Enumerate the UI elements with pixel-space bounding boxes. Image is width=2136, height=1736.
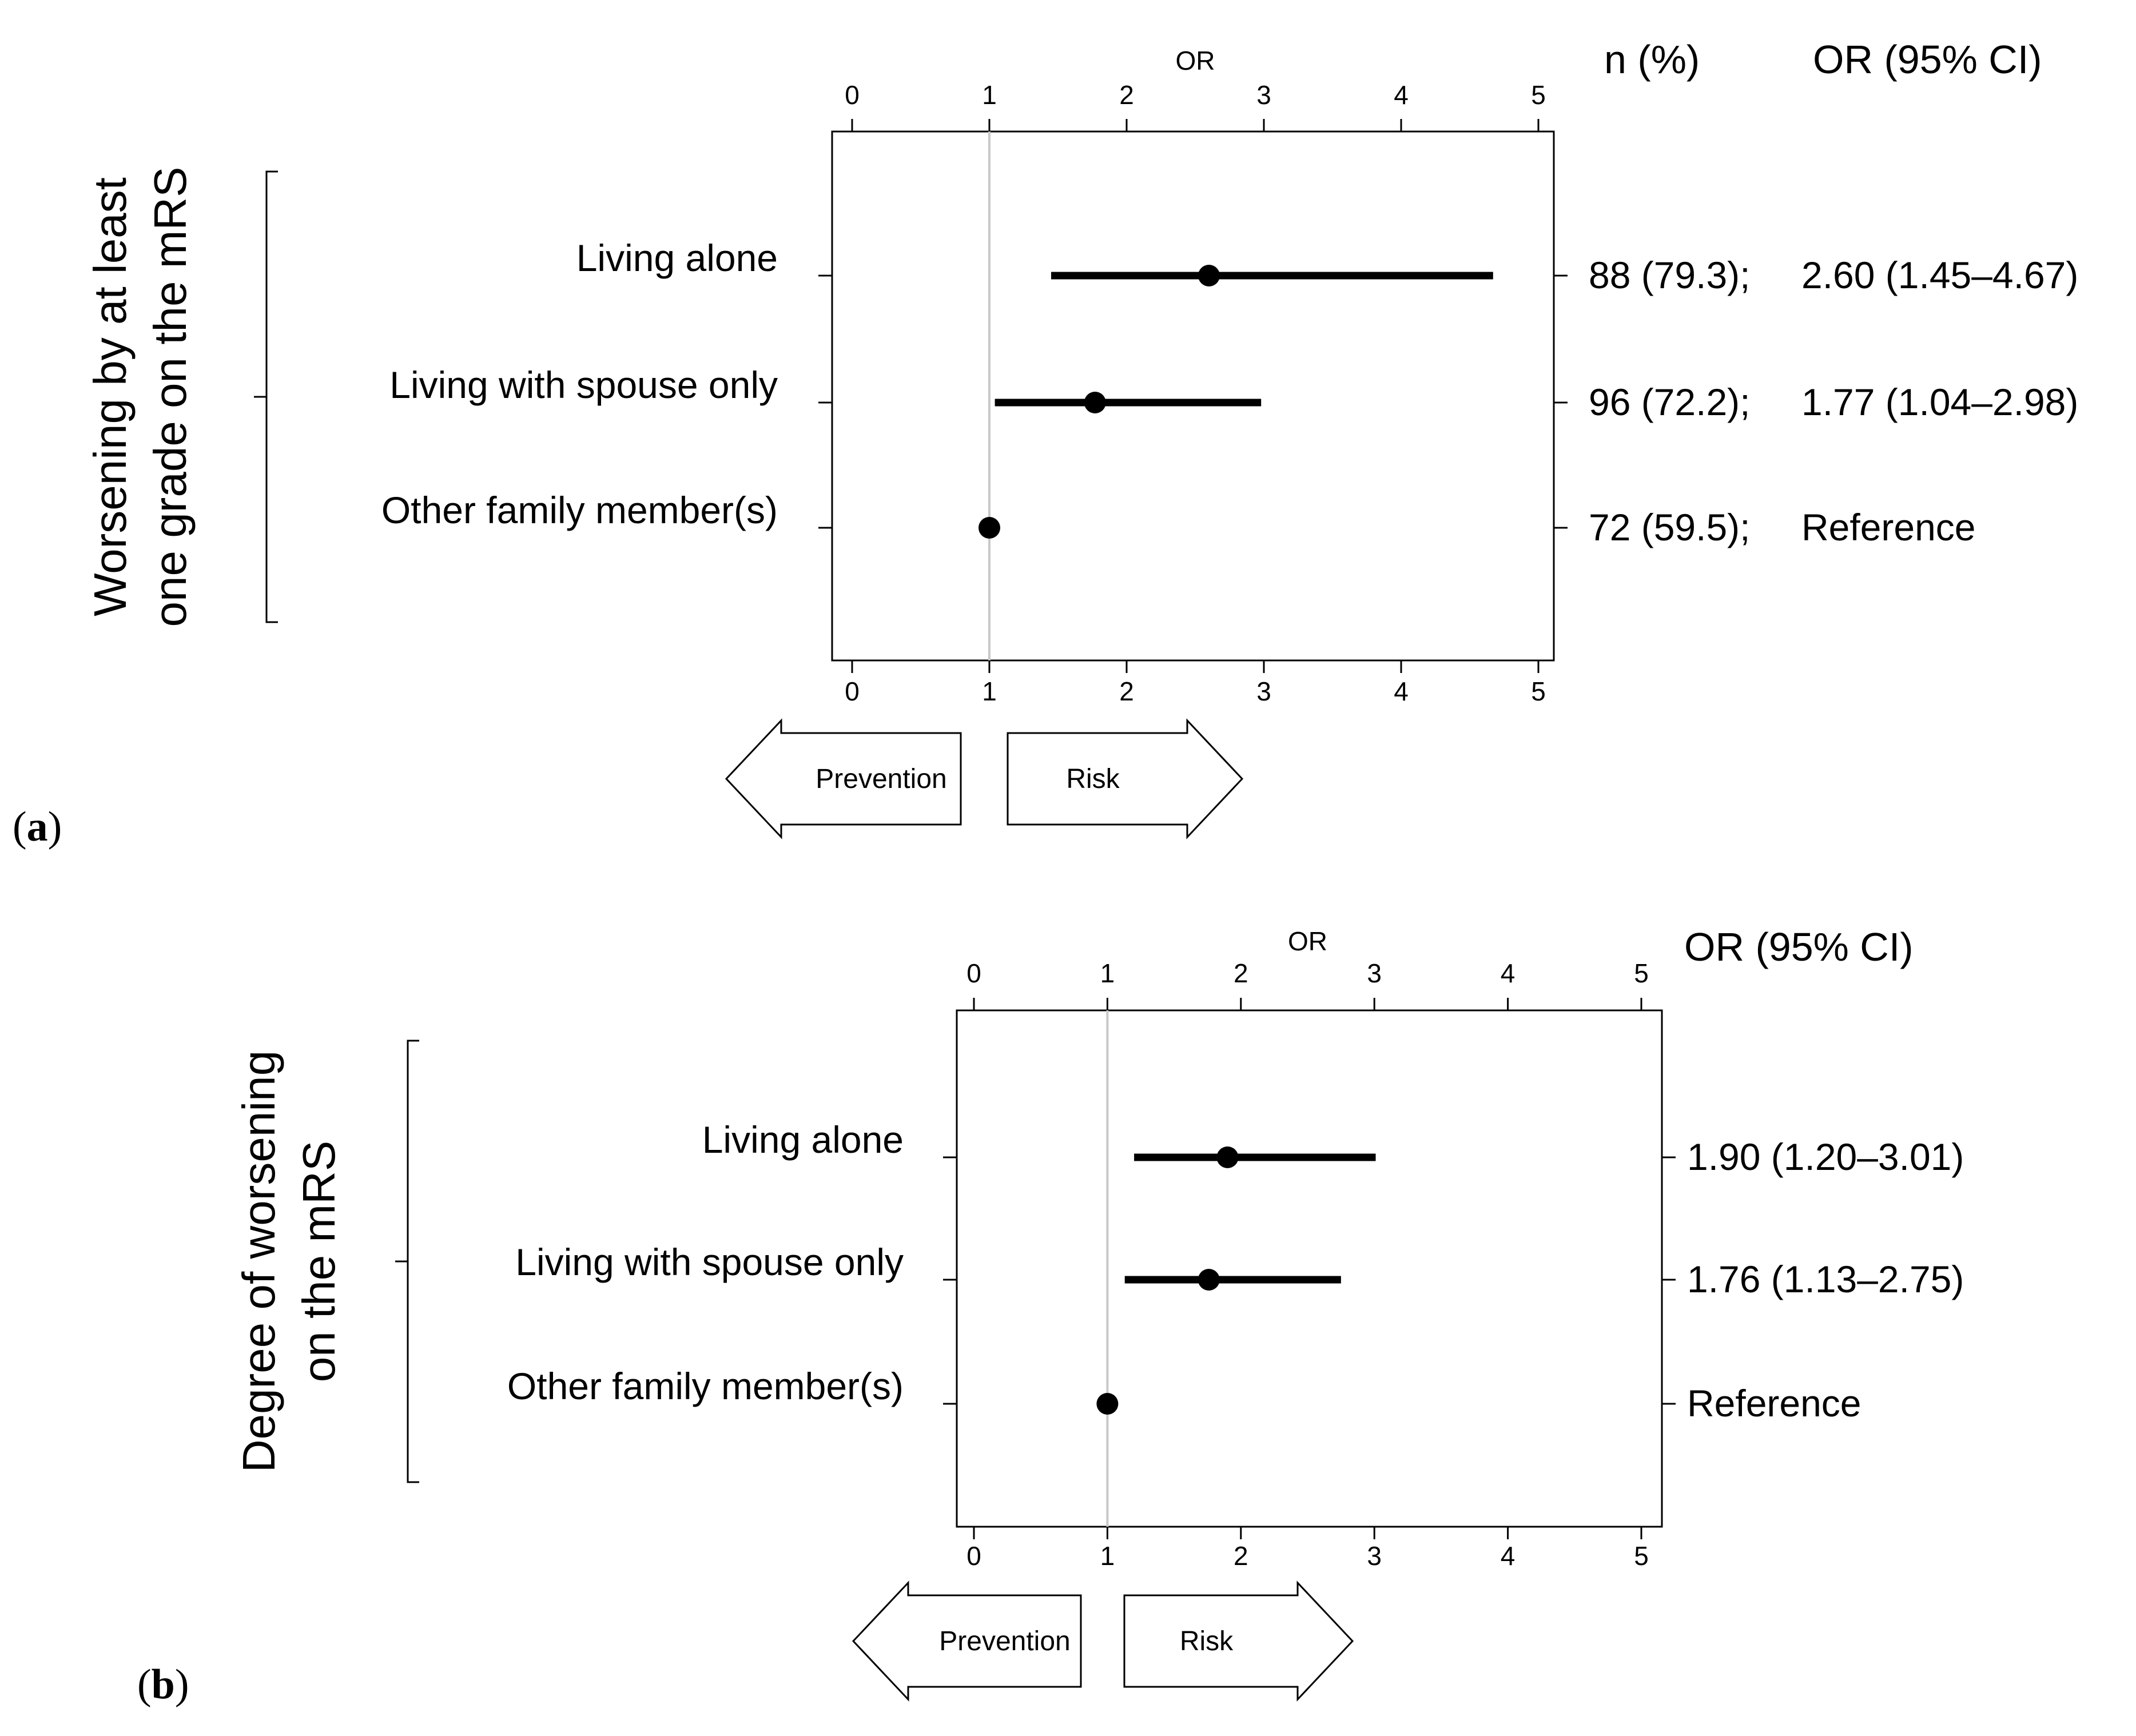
prevention-label: Prevention [816, 764, 946, 794]
or-ci-value: Reference [1687, 1382, 1861, 1424]
top-tick-label: 0 [845, 80, 860, 110]
row-label: Living alone [576, 237, 778, 279]
bottom-tick-label: 4 [1501, 1541, 1516, 1571]
top-tick-label: 5 [1531, 80, 1546, 110]
bottom-tick-label: 3 [1367, 1541, 1382, 1571]
or-ci-value: 1.90 (1.20–3.01) [1687, 1136, 1964, 1178]
or-ci-value: 1.76 (1.13–2.75) [1687, 1258, 1964, 1300]
top-tick-label: 0 [966, 958, 981, 988]
plot-frame [831, 130, 1555, 662]
bottom-tick-label: 3 [1256, 676, 1271, 706]
axis-title: OR [1176, 46, 1215, 75]
or-point [1198, 1269, 1220, 1291]
row-label: Other family member(s) [507, 1365, 904, 1407]
forest-panel-b: 0 0 1 1 2 2 3 3 4 4 5 5 OR Living alone 1.90 (1.20–3.0… [137, 925, 1964, 1708]
group-label: on the mRS [293, 1141, 344, 1382]
bottom-tick-label: 5 [1531, 676, 1546, 706]
prevention-label: Prevention [939, 1626, 1070, 1657]
forest-row: Living alone 1.90 (1.20–3.01) [702, 1118, 1964, 1178]
top-tick-label: 3 [1367, 958, 1382, 988]
top-tick-label: 3 [1256, 80, 1271, 110]
n-pct-value: 88 (79.3); [1589, 254, 1751, 296]
group-bracket [395, 1040, 419, 1483]
risk-arrow [1123, 1580, 1354, 1702]
column-header: n (%) [1604, 37, 1700, 82]
or-point [1096, 1393, 1119, 1415]
forest-row: Living alone 88 (79.3); 2.60 (1.45–4.67) [576, 237, 2079, 296]
or-point [1198, 265, 1220, 286]
bottom-tick-label: 2 [1119, 676, 1134, 706]
row-label: Living with spouse only [515, 1241, 904, 1283]
bottom-tick-label: 1 [1100, 1541, 1115, 1571]
n-pct-value: 96 (72.2); [1589, 381, 1751, 423]
top-tick-label: 1 [982, 80, 997, 110]
or-point [1084, 392, 1106, 413]
bottom-tick-label: 5 [1634, 1541, 1649, 1571]
top-tick-label: 4 [1501, 958, 1516, 988]
prevention-arrow [725, 718, 962, 839]
column-header: OR (95% CI) [1813, 37, 2042, 82]
forest-row: Living with spouse only 1.76 (1.13–2.75) [515, 1241, 1964, 1300]
top-tick-label: 2 [1234, 958, 1248, 988]
or-ci-value: Reference [1801, 506, 1976, 548]
forest-row: Other family member(s) Reference [507, 1365, 1861, 1424]
risk-label: Risk [1066, 764, 1120, 794]
top-tick-label: 4 [1394, 80, 1409, 110]
top-tick-label: 2 [1119, 80, 1134, 110]
prevention-arrow [852, 1580, 1082, 1702]
top-tick-label: 5 [1634, 958, 1649, 988]
bottom-tick-label: 1 [982, 676, 997, 706]
row-label: Living with spouse only [389, 364, 778, 406]
or-ci-value: 1.77 (1.04–2.98) [1801, 381, 2078, 423]
forest-row: Living with spouse only 96 (72.2); 1.77 (1… [389, 364, 2078, 423]
or-point [978, 517, 1000, 539]
group-label: Degree of worsening [233, 1050, 284, 1472]
group-label: one grade on the mRS [145, 167, 196, 627]
bottom-tick-label: 2 [1234, 1541, 1248, 1571]
panel-label: (a) [13, 803, 62, 850]
bottom-tick-label: 0 [966, 1541, 981, 1571]
panel-label: (b) [137, 1661, 189, 1708]
group-label: Worsening by at least [85, 177, 136, 616]
forest-panel-a: 0 0 1 1 2 2 3 3 4 4 5 5 OR Living alone 88 (79.3); 2.60… [13, 37, 2078, 850]
row-label: Living alone [702, 1118, 904, 1161]
top-tick-label: 1 [1100, 958, 1115, 988]
plot-frame [956, 1009, 1663, 1528]
risk-arrow [1007, 718, 1244, 839]
n-pct-value: 72 (59.5); [1589, 506, 1751, 548]
axis-title: OR [1288, 926, 1327, 956]
forest-row: Other family member(s) 72 (59.5); Referenc… [381, 489, 1976, 548]
row-label: Other family member(s) [381, 489, 778, 531]
or-ci-value: 2.60 (1.45–4.67) [1801, 254, 2078, 296]
bottom-tick-label: 0 [845, 676, 860, 706]
or-point [1216, 1146, 1239, 1168]
risk-label: Risk [1180, 1626, 1234, 1657]
bottom-tick-label: 4 [1394, 676, 1409, 706]
group-bracket [254, 170, 278, 623]
column-header: OR (95% CI) [1684, 925, 1914, 969]
